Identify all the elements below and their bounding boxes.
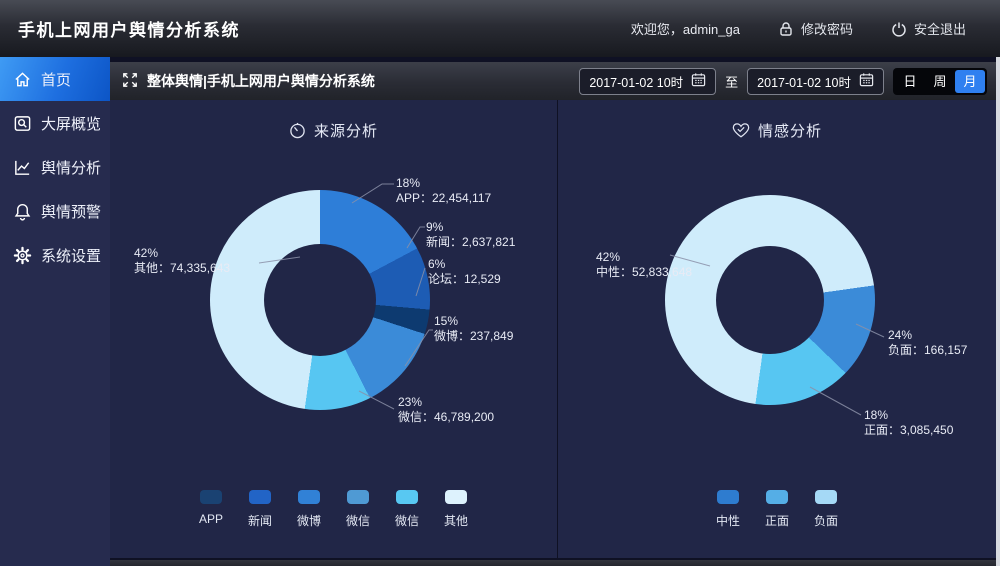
callout-negative: 24% 负面：166,157 [888,328,968,357]
legend-swatch [445,490,468,504]
legend-item[interactable]: 负面 [814,490,838,529]
welcome-text: 欢迎您，admin_ga [630,22,740,37]
legend-item[interactable]: 其他 [444,490,468,529]
calendar-icon[interactable] [691,72,706,90]
home-icon [13,70,32,89]
source-legend: APP 新闻 微博 微信 微信 [110,490,557,529]
sidebar-item-analysis[interactable]: 舆情分析 [0,145,110,189]
heart-check-icon [732,122,750,139]
legend-item[interactable]: 微信 [395,490,419,529]
app-title: 手机上网用户舆情分析系统 [18,21,240,40]
screen-overview-icon [13,114,32,133]
legend-swatch [396,490,419,504]
legend-swatch [815,490,837,504]
sentiment-legend: 中性 正面 负面 [558,490,996,529]
callout-other: 42% 其他：74,335,643 [134,246,231,275]
date-to-input[interactable]: 2017-01-02 10时 [747,67,884,95]
legend-item[interactable]: 微博 [297,490,321,529]
source-analysis-panel: 来源分析 18% APP：22,454,117 9% 新闻：2,637,821 [110,100,557,558]
callout-news: 9% 新闻：2,637,821 [426,220,516,249]
legend-swatch [248,490,271,504]
sidebar: 首页 大屏概览 舆情分析 [0,57,110,566]
trend-chart-icon [13,158,32,177]
legend-swatch [716,490,739,504]
main-content: 整体舆情|手机上网用户舆情分析系统 2017-01-02 10时 [110,57,996,566]
legend-item[interactable]: 微信 [346,490,370,529]
range-segmented-control: 日 周 月 [893,67,987,95]
change-password-button[interactable]: 修改密码 [778,19,853,38]
power-icon [891,21,907,37]
legend-swatch [765,490,788,504]
legend-item[interactable]: 新闻 [248,490,272,529]
sidebar-item-overview[interactable]: 大屏概览 [0,101,110,145]
header-bar: 手机上网用户舆情分析系统 欢迎您，admin_ga 修改密码 [0,0,1000,57]
header-actions: 欢迎您，admin_ga 修改密码 [631,19,966,38]
legend-swatch [199,490,222,504]
clock-icon [289,122,306,139]
sidebar-item-alert[interactable]: 舆情预警 [0,189,110,233]
section-toolbar: 整体舆情|手机上网用户舆情分析系统 2017-01-02 10时 [110,62,996,100]
lock-icon [778,21,794,37]
legend-item[interactable]: APP [199,490,223,529]
sentiment-donut-chart[interactable] [665,195,875,405]
legend-item[interactable]: 中性 [716,490,740,529]
vertical-scrollbar[interactable] [996,57,1000,566]
sidebar-item-settings[interactable]: 系统设置 [0,233,110,277]
date-from-input[interactable]: 2017-01-02 10时 [579,67,717,95]
toolbar-controls: 2017-01-02 10时 至 2017-01-02 10时 [579,67,987,95]
calendar-icon[interactable] [859,72,874,90]
range-month-button[interactable]: 月 [955,69,985,93]
to-label: 至 [725,74,739,90]
sentiment-analysis-panel: 情感分析 42% 中性：52,833,648 24% 负面：166,157 18… [558,100,996,558]
legend-swatch [347,490,369,504]
next-section-edge [110,560,996,566]
range-day-button[interactable]: 日 [903,73,917,89]
bell-icon [13,202,32,221]
callout-weibo: 15% 微博：237,849 [434,314,514,343]
logout-button[interactable]: 安全退出 [891,19,966,38]
gear-icon [13,246,32,265]
callout-forum: 6% 论坛：12,529 [428,257,501,286]
source-donut-chart[interactable] [210,190,430,410]
sentiment-chart-title: 情感分析 [558,120,996,141]
legend-item[interactable]: 正面 [765,490,789,529]
sidebar-item-home[interactable]: 首页 [0,57,110,101]
callout-app: 18% APP：22,454,117 [396,176,492,205]
range-week-button[interactable]: 周 [933,73,947,89]
callout-weixin: 23% 微信：46,789,200 [398,395,495,424]
source-chart-title: 来源分析 [110,120,557,141]
section-title: 整体舆情|手机上网用户舆情分析系统 [122,71,375,91]
expand-icon[interactable] [122,72,138,91]
donut-hole [264,244,376,356]
callout-neutral: 42% 中性：52,833,648 [596,250,693,279]
legend-swatch [297,490,320,504]
donut-hole [716,246,824,354]
callout-positive: 18% 正面：3,085,450 [864,408,954,437]
